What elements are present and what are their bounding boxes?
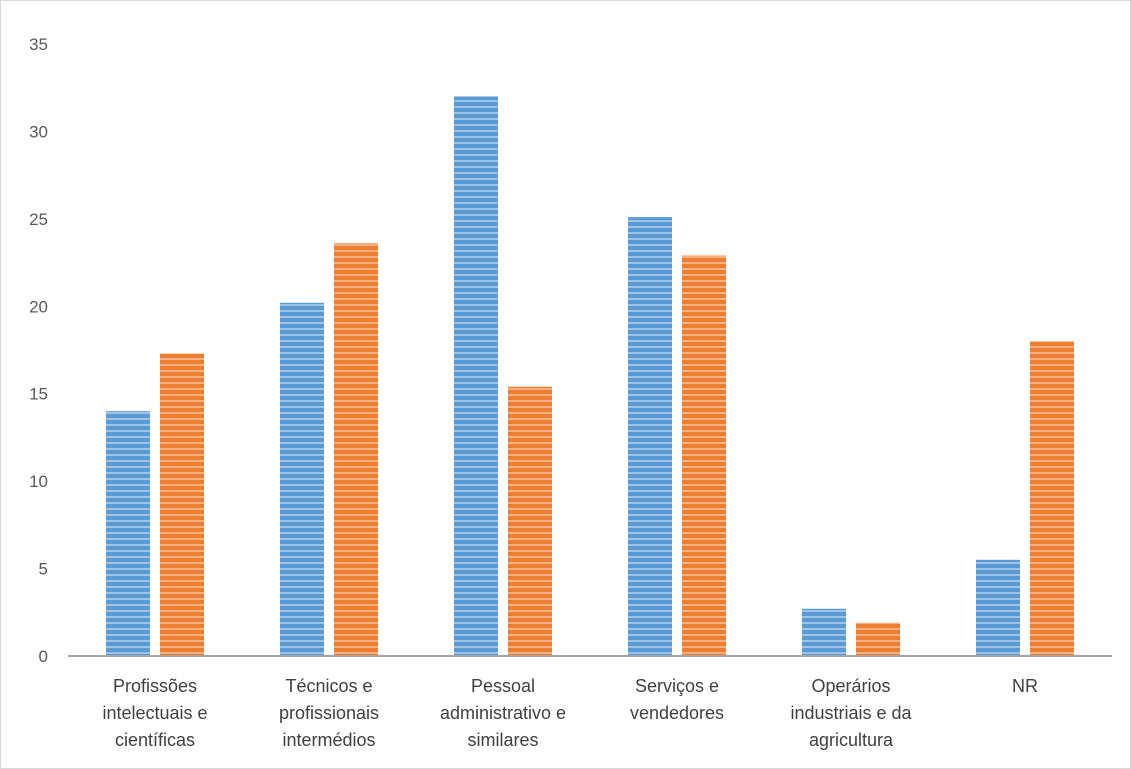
x-category-label-line: profissionais <box>279 703 379 723</box>
y-axis-ticks: 0 5 10 15 20 25 30 35 <box>29 35 48 666</box>
bar-series-2-4 <box>682 255 726 656</box>
y-tick-label: 35 <box>29 35 48 54</box>
x-category-label-line: Operários <box>811 676 890 696</box>
x-category-label-line: NR <box>1012 676 1038 696</box>
y-tick-label: 10 <box>29 472 48 491</box>
x-category-label-line: similares <box>467 730 538 750</box>
y-tick-label: 30 <box>29 122 48 141</box>
x-category-label-line: vendedores <box>630 703 724 723</box>
bar-series-2-1 <box>160 353 204 656</box>
bar-series-2-3 <box>508 386 552 656</box>
bar-series-1-1 <box>106 411 150 656</box>
bar-series-1-4 <box>628 217 672 656</box>
x-category-label-line: científicas <box>115 730 195 750</box>
bar-series-1-2 <box>280 302 324 656</box>
x-category-label-line: industriais e da <box>790 703 912 723</box>
x-category-label: Pessoal administrativo e similares <box>440 676 566 750</box>
bar-series-2-6 <box>1030 341 1074 656</box>
x-category-label: Operários industriais e da agricultura <box>790 676 912 750</box>
x-category-label: Técnicos e profissionais intermédios <box>279 676 379 750</box>
x-category-label-line: Serviços e <box>635 676 719 696</box>
bar-series-1-6 <box>976 559 1020 656</box>
bar-series-1-3 <box>454 96 498 656</box>
x-category-label-line: intelectuais e <box>102 703 207 723</box>
bar-series-2-5 <box>856 622 900 656</box>
x-category-label: Serviços e vendedores <box>630 676 724 723</box>
x-category-label-line: Profissões <box>113 676 197 696</box>
x-category-label-line: Técnicos e <box>285 676 372 696</box>
y-tick-label: 15 <box>29 385 48 404</box>
x-category-label-line: intermédios <box>282 730 375 750</box>
y-tick-label: 0 <box>39 647 48 666</box>
bar-series-1-5 <box>802 608 846 656</box>
x-category-label-line: agricultura <box>809 730 894 750</box>
y-tick-label: 25 <box>29 210 48 229</box>
x-category-label-line: administrativo e <box>440 703 566 723</box>
x-category-label-line: Pessoal <box>471 676 535 696</box>
y-tick-label: 20 <box>29 297 48 316</box>
bar-series-2-2 <box>334 243 378 656</box>
x-axis-labels: Profissões intelectuais e científicas Técni… <box>102 676 1038 750</box>
bars <box>106 96 1074 656</box>
x-category-label: NR <box>1012 676 1038 696</box>
y-tick-label: 5 <box>39 560 48 579</box>
x-category-label: Profissões intelectuais e científicas <box>102 676 207 750</box>
